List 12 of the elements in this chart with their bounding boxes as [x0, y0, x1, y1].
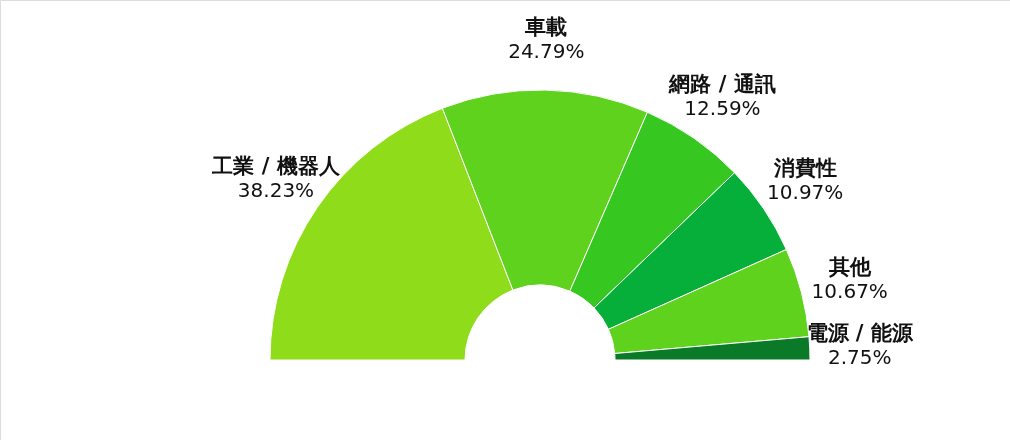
- data-label: 10.97%: [767, 179, 844, 204]
- slice-label: 電源 / 能源: [806, 321, 914, 346]
- slice-label: 消費性: [772, 155, 837, 180]
- data-label: 24.79%: [508, 39, 585, 64]
- slice-label: 工業 / 機器人: [211, 154, 341, 179]
- data-label: 38.23%: [237, 178, 315, 203]
- data-label: 12.59%: [684, 96, 761, 121]
- data-label: 2.75%: [827, 345, 892, 370]
- slice-label: 網路 / 通訊: [668, 72, 776, 97]
- slice-label: 車載: [524, 15, 568, 40]
- slice-label: 其他: [827, 254, 872, 279]
- data-label: 10.67%: [811, 278, 888, 303]
